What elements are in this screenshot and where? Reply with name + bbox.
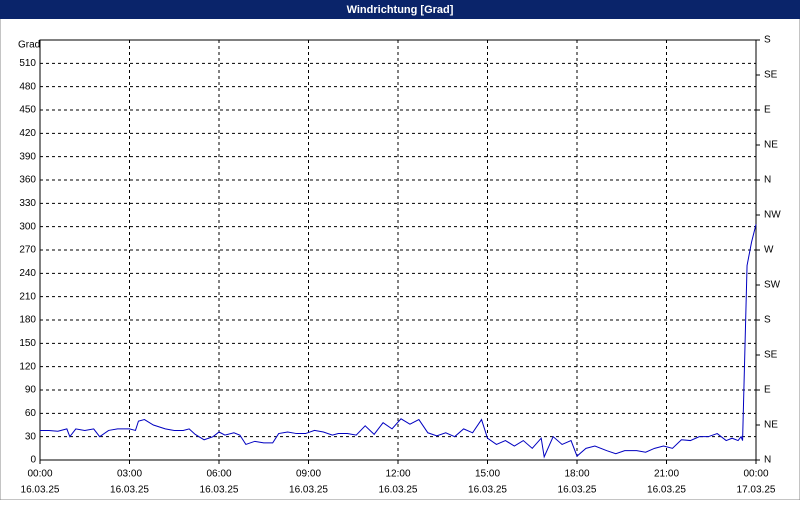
x-tick-date: 16.03.25 bbox=[379, 485, 418, 496]
x-tick-label: 12:00 bbox=[385, 469, 410, 480]
y2-tick-label: SE bbox=[764, 70, 778, 81]
x-tick-label: 00:00 bbox=[743, 469, 768, 480]
y-tick-label: 150 bbox=[19, 338, 36, 349]
y2-tick-label: SE bbox=[764, 350, 778, 361]
y-tick-label: 420 bbox=[19, 128, 36, 139]
x-tick-label: 03:00 bbox=[117, 469, 142, 480]
y-tick-label: 120 bbox=[19, 361, 36, 372]
x-tick-label: 06:00 bbox=[206, 469, 231, 480]
x-tick-date: 16.03.25 bbox=[289, 485, 328, 496]
y2-tick-label: NE bbox=[764, 420, 778, 431]
title-bar bbox=[0, 0, 800, 19]
y-tick-label: 450 bbox=[19, 105, 36, 116]
y-tick-label: 60 bbox=[25, 408, 37, 419]
y2-tick-label: S bbox=[764, 315, 771, 326]
x-tick-label: 00:00 bbox=[27, 469, 52, 480]
y2-tick-label: NW bbox=[764, 210, 781, 221]
y-tick-label: 360 bbox=[19, 175, 36, 186]
y-tick-label: 180 bbox=[19, 315, 36, 326]
x-tick-date: 16.03.25 bbox=[110, 485, 149, 496]
x-tick-label: 09:00 bbox=[296, 469, 321, 480]
y-tick-label: 330 bbox=[19, 198, 36, 209]
y2-tick-label: SW bbox=[764, 280, 781, 291]
x-tick-date: 16.03.25 bbox=[558, 485, 597, 496]
y-axis-label: Grad bbox=[18, 40, 40, 51]
data-line bbox=[40, 224, 757, 459]
x-tick-date: 16.03.25 bbox=[468, 485, 507, 496]
y2-tick-label: W bbox=[764, 245, 774, 256]
y-tick-label: 510 bbox=[19, 58, 36, 69]
y2-tick-label: E bbox=[764, 105, 771, 116]
x-tick-date: 16.03.25 bbox=[647, 485, 686, 496]
y2-tick-label: N bbox=[764, 455, 771, 466]
y-tick-label: 90 bbox=[25, 385, 37, 396]
y-tick-label: 270 bbox=[19, 245, 36, 256]
y-tick-label: 300 bbox=[19, 221, 36, 232]
x-tick-label: 21:00 bbox=[654, 469, 679, 480]
y2-tick-label: N bbox=[764, 175, 771, 186]
x-tick-date: 16.03.25 bbox=[200, 485, 239, 496]
y-tick-label: 0 bbox=[30, 455, 36, 466]
y-tick-label: 480 bbox=[19, 81, 36, 92]
y-tick-label: 210 bbox=[19, 291, 36, 302]
x-tick-date: 17.03.25 bbox=[737, 485, 776, 496]
y-tick-label: 390 bbox=[19, 151, 36, 162]
x-tick-date: 16.03.25 bbox=[21, 485, 60, 496]
x-tick-label: 18:00 bbox=[564, 469, 589, 480]
y2-tick-label: E bbox=[764, 385, 771, 396]
y-tick-label: 30 bbox=[25, 431, 37, 442]
chart-title: Windrichtung [Grad] bbox=[347, 4, 454, 16]
y-tick-label: 240 bbox=[19, 268, 36, 279]
x-tick-label: 15:00 bbox=[475, 469, 500, 480]
y2-tick-label: NE bbox=[764, 140, 778, 151]
y2-tick-label: S bbox=[764, 35, 771, 46]
